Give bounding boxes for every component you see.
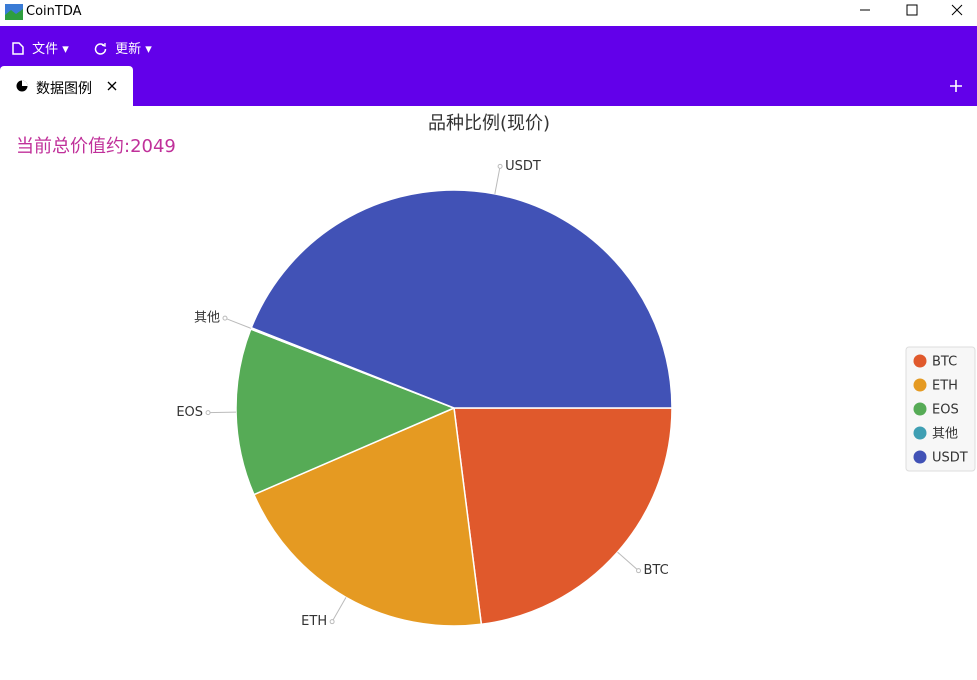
- title-bar: CoinTDA: [0, 0, 977, 26]
- window-title: CoinTDA: [26, 4, 82, 19]
- label-dot: [222, 315, 228, 321]
- pie-slice: [252, 406, 483, 627]
- label-line: [208, 411, 237, 414]
- tab[interactable]: 数据图例: [0, 66, 133, 106]
- slice-label: ETH: [301, 614, 327, 629]
- label-dot: [497, 163, 503, 169]
- label-dot: [205, 410, 211, 416]
- legend-marker: [913, 450, 927, 464]
- total-value: 当前总价值约:2049: [16, 136, 176, 157]
- tab-close[interactable]: [107, 81, 117, 91]
- window-controls: [860, 4, 963, 16]
- legend-label: BTC: [932, 355, 957, 370]
- label-dot: [329, 619, 335, 625]
- pie-icon: [16, 80, 28, 92]
- label-line: [617, 551, 639, 572]
- file-icon: [12, 42, 24, 55]
- chart: 品种比例(现价) BTC ETH EOS 其他 USDT BTC ETH EOS 其他 USDT: [176, 113, 976, 629]
- label-line: [224, 317, 252, 329]
- menu-label: 文件: [32, 42, 59, 57]
- maximize-button[interactable]: [906, 4, 918, 16]
- legend-label: ETH: [932, 379, 958, 394]
- add-tab-button[interactable]: [949, 79, 963, 93]
- menu-bar: 文件 ▾ 更新 ▾ 数据图例: [0, 26, 977, 106]
- slice-label: USDT: [505, 159, 541, 174]
- legend-label: EOS: [932, 403, 959, 418]
- legend-label: USDT: [932, 451, 968, 466]
- slice-label: 其他: [194, 311, 220, 326]
- close-button[interactable]: [951, 4, 963, 16]
- slice-label: BTC: [644, 563, 669, 578]
- label-line: [331, 597, 347, 622]
- app-icon: [5, 4, 23, 20]
- legend-label: 其他: [932, 427, 958, 442]
- label-line: [494, 166, 501, 194]
- pie-slice: [235, 328, 456, 496]
- slice-label: EOS: [176, 405, 203, 420]
- legend-box: [905, 346, 976, 472]
- refresh-icon: [94, 43, 107, 55]
- legend-marker: [913, 426, 927, 440]
- label-dot: [636, 568, 642, 574]
- legend-marker: [913, 402, 927, 416]
- tab-label: 数据图例: [36, 81, 92, 97]
- legend-marker: [913, 378, 927, 392]
- pie-slice: [250, 189, 673, 409]
- file-menu[interactable]: 文件 ▾: [12, 38, 69, 57]
- chart-title: 品种比例(现价): [428, 113, 550, 134]
- pie-slice: [453, 407, 673, 626]
- menu-label: 更新: [115, 42, 142, 57]
- legend-marker: [913, 354, 927, 368]
- update-menu[interactable]: 更新 ▾: [94, 38, 152, 57]
